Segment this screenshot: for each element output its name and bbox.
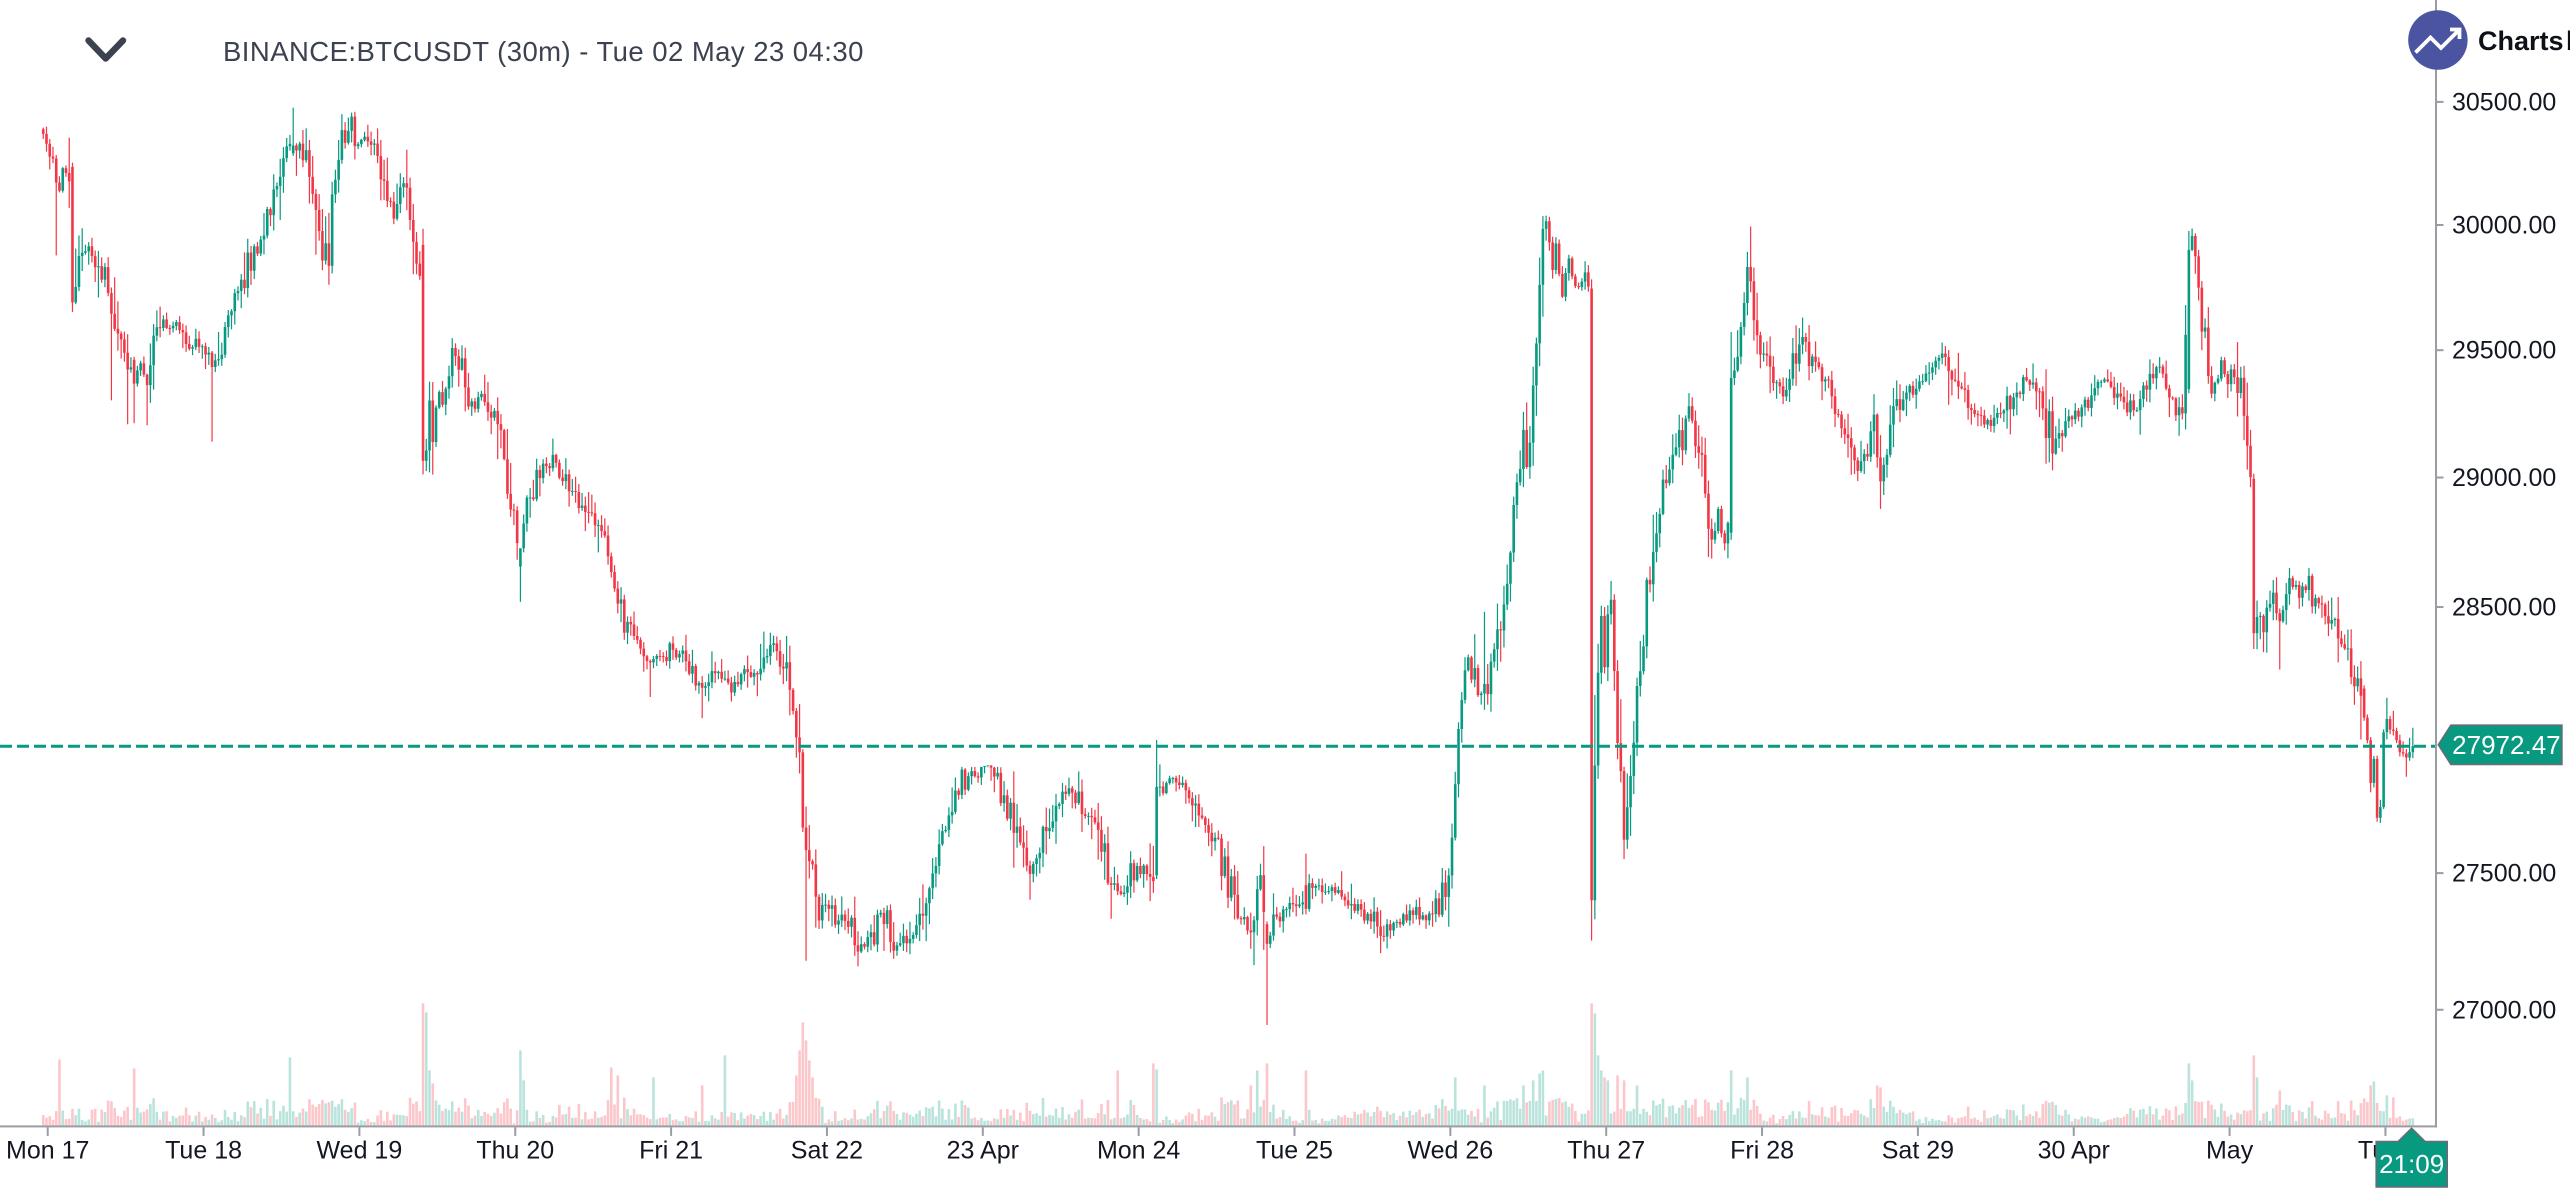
svg-text:Sat 22: Sat 22	[791, 1137, 863, 1165]
svg-text:30 Apr: 30 Apr	[2038, 1137, 2110, 1165]
svg-text:29500.00: 29500.00	[2452, 337, 2556, 365]
svg-text:Tue 25: Tue 25	[1256, 1137, 1333, 1165]
svg-text:May: May	[2206, 1137, 2254, 1165]
svg-text:27972.47: 27972.47	[2452, 730, 2560, 760]
svg-text:27000.00: 27000.00	[2452, 996, 2556, 1024]
svg-text:BINANCE:BTCUSDT (30m) - Tue 02: BINANCE:BTCUSDT (30m) - Tue 02 May 23 04…	[223, 36, 864, 67]
svg-text:Thu 20: Thu 20	[476, 1137, 554, 1165]
svg-text:Mon 24: Mon 24	[1097, 1137, 1180, 1165]
svg-text:Charts: Charts	[2478, 26, 2564, 56]
svg-text:Thu 27: Thu 27	[1567, 1137, 1645, 1165]
svg-text:Wed 26: Wed 26	[1407, 1137, 1493, 1165]
svg-text:Tue 18: Tue 18	[165, 1137, 242, 1165]
svg-text:27500.00: 27500.00	[2452, 860, 2556, 888]
svg-text:Mon 17: Mon 17	[6, 1137, 89, 1165]
svg-text:29000.00: 29000.00	[2452, 464, 2556, 492]
svg-text:Fri 28: Fri 28	[1730, 1137, 1794, 1165]
svg-text:30500.00: 30500.00	[2452, 88, 2556, 116]
svg-text:Sat 29: Sat 29	[1882, 1137, 1954, 1165]
svg-text:by: by	[2566, 26, 2570, 56]
svg-text:Wed 19: Wed 19	[317, 1137, 403, 1165]
svg-text:30000.00: 30000.00	[2452, 212, 2556, 240]
svg-text:28500.00: 28500.00	[2452, 594, 2556, 622]
svg-text:21:09: 21:09	[2379, 1149, 2444, 1179]
svg-text:Fri 21: Fri 21	[639, 1137, 703, 1165]
svg-text:23 Apr: 23 Apr	[947, 1137, 1019, 1165]
